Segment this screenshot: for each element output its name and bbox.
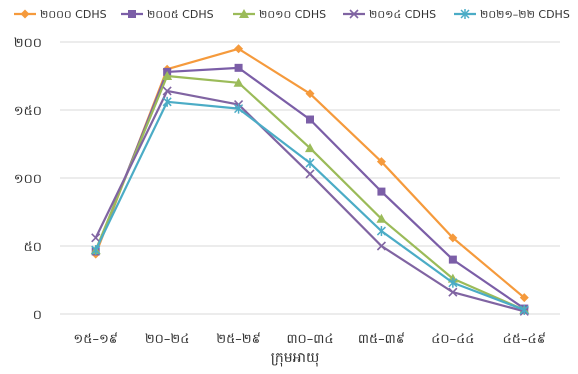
series-line [94, 100, 525, 311]
data-point [460, 9, 470, 19]
data-point [91, 233, 101, 243]
series-3 [90, 71, 530, 314]
legend-label: ២០០៥ CDHS [147, 8, 214, 21]
legend-item: ២០១០ CDHS [233, 8, 326, 21]
data-point [376, 157, 386, 167]
data-point [162, 96, 172, 107]
chart-legend: ២០០០ CDHS ២០០៥ CDHS ២០១០ CDHS ២០១៤ CDHS ២០២១… [14, 8, 570, 21]
legend-label: ២០១០ CDHS [259, 8, 326, 21]
data-point [448, 255, 457, 264]
data-point [234, 63, 243, 72]
legend-item: ២០១៤ CDHS [343, 8, 436, 21]
x-tick-label: ១៥–១៩ [73, 332, 118, 347]
data-point [377, 187, 386, 196]
legend-item: ២០០៥ CDHS [121, 8, 214, 21]
data-point [519, 293, 529, 303]
data-point [519, 304, 529, 315]
data-point [305, 143, 315, 153]
data-point [349, 9, 359, 19]
legend-label: ២០០០ CDHS [40, 8, 107, 21]
data-point [20, 9, 30, 19]
data-point [305, 158, 315, 169]
y-tick-label: ៥០ [24, 240, 42, 255]
data-point [448, 287, 458, 297]
data-point [233, 77, 244, 87]
legend-label: ២០២១–២២ CDHS [480, 8, 570, 21]
data-point [376, 213, 387, 223]
legend-item: ២០០០ CDHS [14, 8, 107, 21]
data-point [448, 233, 458, 243]
data-point [91, 245, 101, 256]
data-point [234, 103, 244, 114]
series-5 [91, 96, 529, 315]
x-tick-label: ៣៥–៣៩ [358, 332, 405, 347]
series-line [94, 89, 525, 313]
data-point [376, 241, 386, 251]
x-tick-label: ២៥–២៩ [216, 332, 261, 347]
y-tick-label: ០ [33, 308, 42, 323]
series-line [94, 74, 525, 311]
x-tick-label: ៤៥–៤៩ [503, 332, 546, 347]
x-axis-label: ក្រុមអាយុ [271, 350, 320, 367]
y-axis-ticks: ០ ៥០ ១០០ ១៥០ ២០០ [14, 36, 42, 323]
data-point [128, 10, 136, 18]
y-tick-label: ១០០ [14, 172, 42, 187]
y-tick-label: ២០០ [14, 36, 42, 51]
legend-label: ២០១៤ CDHS [369, 8, 436, 21]
data-point [162, 71, 173, 80]
x-tick-label: ៤០–៤៤ [431, 332, 474, 347]
y-tick-label: ១៥០ [14, 104, 42, 119]
legend-item: ២០២១–២២ CDHS [454, 8, 570, 21]
series-lines [90, 44, 530, 316]
data-point [239, 9, 249, 18]
x-axis-ticks: ១៥–១៩ ២០–២៤ ២៥–២៩ ៣០–៣៤ ៣៥–៣៩ ៤០–៤៤ ៤៥–៤៩ [73, 332, 546, 347]
data-point [448, 277, 458, 288]
x-tick-label: ៣០–៣៤ [286, 332, 333, 347]
data-point [376, 226, 386, 237]
data-point [306, 115, 314, 124]
data-point [234, 44, 244, 54]
series-4 [91, 86, 529, 316]
data-point [162, 86, 172, 96]
data-point [305, 169, 315, 179]
gridlines [60, 41, 560, 315]
data-point [305, 89, 315, 99]
x-tick-label: ២០–២៤ [145, 332, 190, 347]
